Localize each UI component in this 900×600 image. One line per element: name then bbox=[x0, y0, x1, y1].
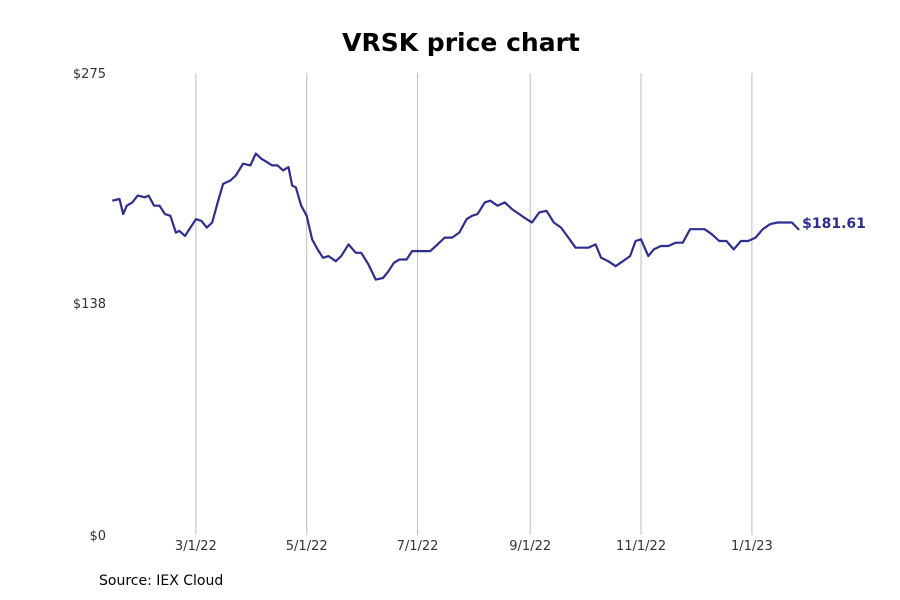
source-note: Source: IEX Cloud bbox=[99, 573, 224, 589]
last-price-label: $181.61 bbox=[802, 216, 866, 232]
x-tick-label: 9/1/22 bbox=[509, 539, 551, 554]
x-tick-label: 1/1/23 bbox=[731, 539, 773, 554]
price-series-line bbox=[112, 152, 800, 281]
y-axis-ticks: $0 $138 $275 bbox=[73, 67, 106, 544]
x-tick-label: 7/1/22 bbox=[397, 539, 439, 554]
y-tick-label: $0 bbox=[89, 529, 106, 544]
y-tick-label: $275 bbox=[73, 67, 106, 82]
y-tick-label: $138 bbox=[73, 297, 106, 312]
gridlines bbox=[195, 73, 753, 535]
x-tick-label: 5/1/22 bbox=[286, 539, 328, 554]
x-axis-ticks: 3/1/22 5/1/22 7/1/22 9/1/22 11/1/22 1/1/23 bbox=[175, 539, 773, 554]
x-tick-label: 11/1/22 bbox=[616, 539, 666, 554]
chart-title: VRSK price chart bbox=[342, 28, 580, 57]
x-tick-label: 3/1/22 bbox=[175, 539, 217, 554]
